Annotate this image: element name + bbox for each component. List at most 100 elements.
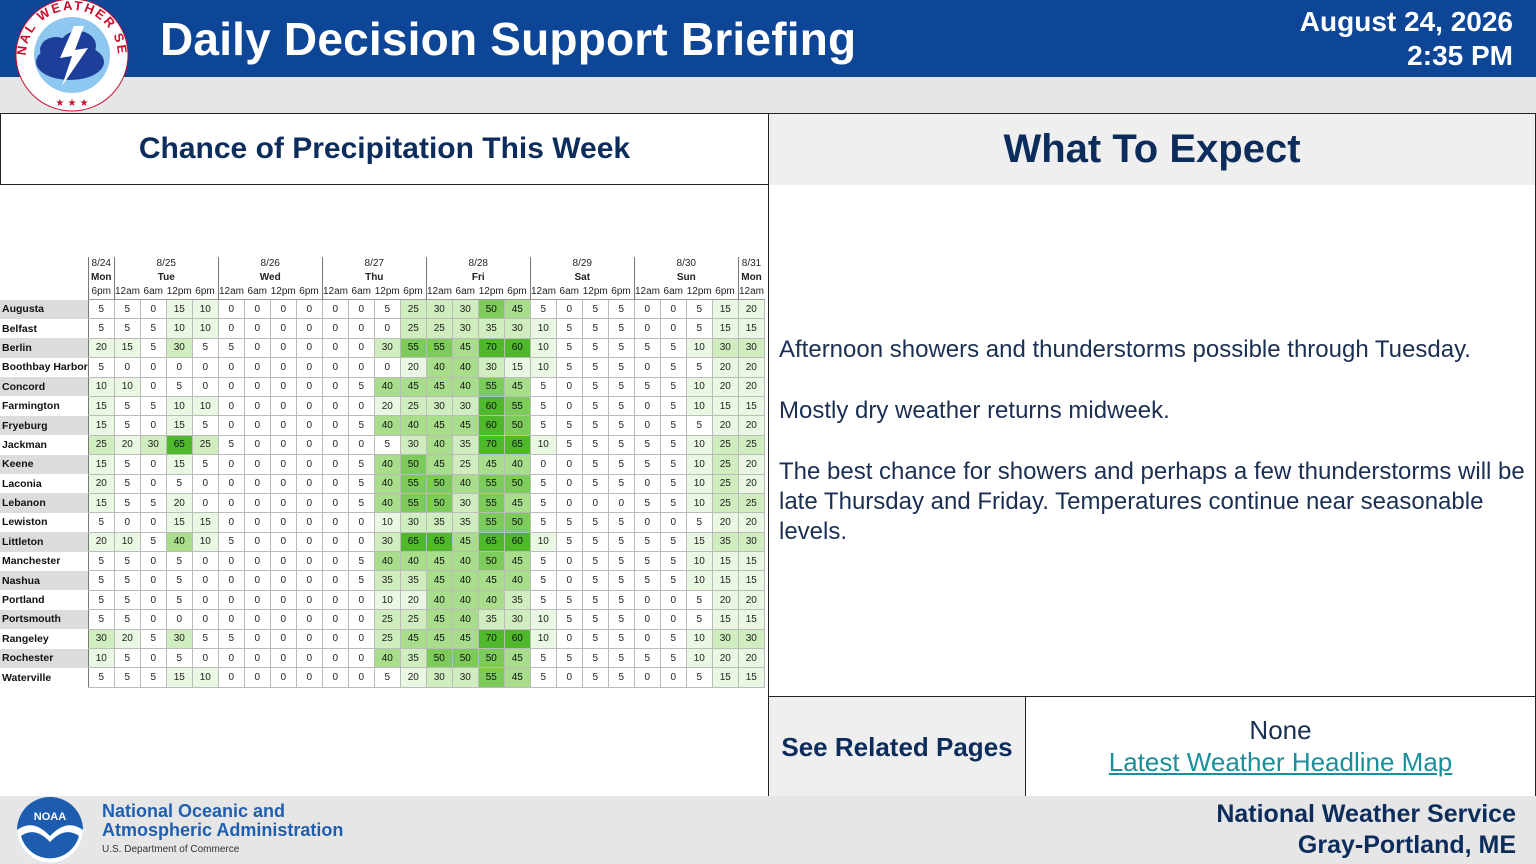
hour-header: 12am: [633, 285, 661, 300]
precip-chance-cell: 0: [139, 415, 167, 436]
precip-chance-cell: 30: [737, 337, 765, 359]
day-date-header: 8/24: [87, 257, 115, 271]
precip-chance-cell: 55: [399, 337, 427, 359]
precip-chance-cell: 65: [477, 531, 505, 553]
precip-chance-cell: 25: [191, 434, 219, 456]
hour-header: 6pm: [87, 285, 115, 300]
precip-chance-cell: 5: [217, 531, 245, 553]
precip-chance-cell: 30: [711, 337, 739, 359]
precip-chance-cell: 5: [581, 318, 609, 339]
precip-chance-cell: 0: [269, 492, 297, 514]
precip-chance-cell: 30: [451, 298, 479, 320]
table-row: Farmington 15 5 5 10 10 0 0 0 0 0 0 20 25 30 30 60 55 5 0 5 5…: [0, 395, 765, 417]
precip-chance-cell: 5: [659, 415, 687, 436]
location-name: Keene: [0, 454, 89, 475]
precip-chance-cell: 65: [425, 531, 453, 553]
precip-chance-cell: 15: [711, 570, 739, 591]
precip-chance-cell: 30: [399, 512, 427, 533]
precip-chance-cell: 20: [373, 395, 401, 417]
precip-chance-cell: 0: [321, 667, 349, 688]
precip-chance-cell: 0: [633, 512, 661, 533]
precip-chance-cell: 40: [451, 609, 479, 630]
precip-chance-cell: 0: [243, 492, 271, 514]
precip-chance-cell: 0: [217, 376, 245, 397]
precip-chance-cell: 45: [503, 648, 531, 669]
precip-chance-cell: 5: [113, 570, 141, 591]
expect-panel-title: What To Expect: [1003, 127, 1301, 171]
precip-chance-cell: 20: [737, 298, 765, 320]
precip-chance-cell: 45: [425, 415, 453, 436]
precip-chance-cell: 25: [425, 318, 453, 339]
precip-chance-cell: 20: [711, 415, 739, 436]
hour-header: 6pm: [608, 285, 635, 300]
precip-chance-cell: 0: [295, 628, 323, 650]
precip-chance-cell: 0: [295, 492, 323, 514]
precip-chance-cell: 30: [373, 337, 401, 359]
precip-chance-cell: 0: [295, 415, 323, 436]
precip-chance-cell: 0: [243, 395, 271, 417]
precip-chance-cell: 0: [555, 376, 583, 397]
precip-chance-cell: 0: [373, 357, 401, 378]
precip-chance-cell: 50: [503, 473, 531, 494]
precip-chance-cell: 5: [347, 551, 375, 572]
precip-chance-cell: 30: [711, 628, 739, 650]
precip-chance-cell: 5: [659, 531, 687, 553]
precip-chance-cell: 5: [529, 415, 557, 436]
precip-chance-cell: 5: [659, 648, 687, 669]
precip-chance-cell: 0: [555, 492, 583, 514]
precip-chance-cell: 40: [425, 434, 453, 456]
precip-chance-cell: 45: [399, 628, 427, 650]
precip-chance-cell: 0: [269, 337, 297, 359]
precip-chance-cell: 50: [477, 551, 505, 572]
precip-chance-cell: 5: [659, 628, 687, 650]
precip-chance-cell: 0: [243, 434, 271, 456]
precip-chance-cell: 0: [321, 357, 349, 378]
precip-chance-cell: 15: [165, 298, 193, 320]
precip-chance-cell: 15: [165, 512, 193, 533]
precip-chance-cell: 10: [87, 376, 115, 397]
day-date-header: 8/30: [633, 257, 739, 271]
precip-chance-cell: 5: [529, 395, 557, 417]
precip-chance-cell: 10: [685, 551, 713, 572]
precip-chance-cell: 10: [191, 395, 219, 417]
precip-chance-cell: 5: [607, 434, 635, 456]
precip-chance-cell: 25: [373, 609, 401, 630]
hour-header: 12pm: [166, 285, 193, 300]
precip-chance-cell: 25: [373, 628, 401, 650]
precip-chance-cell: 0: [633, 318, 661, 339]
precip-chance-cell: 5: [113, 318, 141, 339]
precip-chance-cell: 5: [347, 492, 375, 514]
precip-chance-cell: 0: [217, 415, 245, 436]
precip-chance-cell: 55: [477, 512, 505, 533]
hour-header: 12pm: [686, 285, 713, 300]
table-row: Fryeburg 15 5 0 15 5 0 0 0 0 0 5 40 40 45 45 60 50 5 5 5 5 0 5 5…: [0, 415, 765, 436]
precip-chance-cell: 55: [425, 337, 453, 359]
precip-chance-cell: 0: [295, 454, 323, 475]
precip-chance-cell: 0: [191, 376, 219, 397]
precip-chance-cell: 40: [399, 415, 427, 436]
precip-chance-cell: 50: [503, 415, 531, 436]
precip-chance-cell: 0: [269, 551, 297, 572]
forecast-paragraph: The best chance for showers and perhaps …: [779, 457, 1525, 545]
day-name-header: Fri: [425, 271, 531, 285]
table-row: Augusta 5 5 0 15 10 0 0 0 0 0 0 5 25 30 30 50 45 5 0 5 5 0 0 5 15…: [0, 298, 765, 320]
precip-chance-cell: 5: [581, 609, 609, 630]
precip-chance-cell: 10: [685, 648, 713, 669]
precip-chance-cell: 20: [737, 473, 765, 494]
precip-chance-cell: 20: [87, 473, 115, 494]
table-row: Portland 5 5 0 5 0 0 0 0 0 0 0 10 20 40 40 40 35 5 5 5 5 0 0 5 20…: [0, 589, 765, 611]
precip-chance-cell: 35: [425, 512, 453, 533]
location-name: Farmington: [2, 400, 60, 413]
precip-chance-cell: 40: [451, 589, 479, 611]
precip-chance-cell: 20: [737, 376, 765, 397]
precip-panel-body: 8/24 8/25 8/26 8/27 8/28 8/29 8/30 8/31 Mon Tue W…: [0, 185, 769, 796]
precip-chance-cell: 15: [165, 415, 193, 436]
headline-map-link[interactable]: Latest Weather Headline Map: [1108, 747, 1453, 777]
precip-chance-cell: 0: [555, 473, 583, 494]
forecast-discussion: Afternoon showers and thunderstorms poss…: [769, 335, 1535, 547]
hour-header: 6pm: [504, 285, 531, 300]
precip-chance-cell: 30: [503, 318, 531, 339]
hour-header: 6pm: [192, 285, 219, 300]
precip-chance-cell: 30: [503, 609, 531, 630]
location-name: Augusta: [0, 299, 89, 319]
